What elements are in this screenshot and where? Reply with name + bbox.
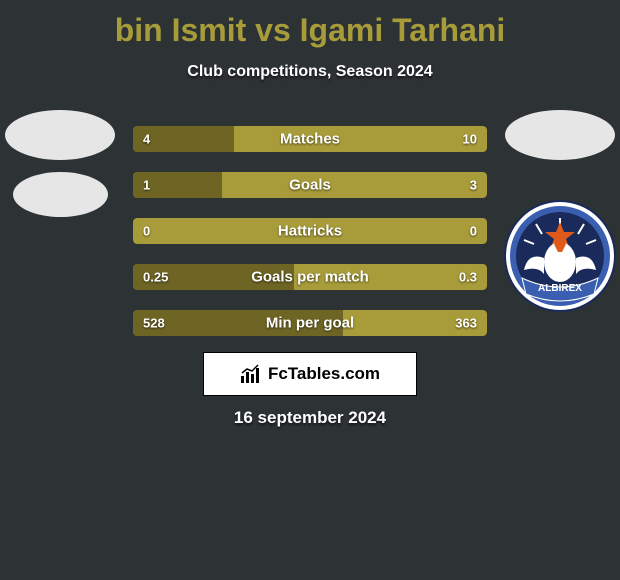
stat-row: 0Hattricks0 [133,218,487,244]
stat-row: 4Matches10 [133,126,487,152]
stat-value-right: 10 [463,132,477,147]
stat-label: Hattricks [133,223,487,240]
player-right-silhouette-1 [505,110,615,160]
stat-row: 1Goals3 [133,172,487,198]
badge-banner-text: ALBIREX [538,283,582,294]
stat-value-right: 363 [455,316,477,331]
stat-value-right: 3 [470,178,477,193]
page-subtitle: Club competitions, Season 2024 [0,63,620,81]
brand-chart-icon [240,364,262,384]
stat-label: Matches [133,131,487,148]
stat-label: Goals [133,177,487,194]
brand-box[interactable]: FcTables.com [203,352,417,396]
player-left-silhouette-2 [13,172,108,217]
player-right-column: ALBIREX [500,110,620,312]
stat-value-right: 0.3 [459,270,477,285]
stat-label: Goals per match [133,269,487,286]
page-title: bin Ismit vs Igami Tarhani [0,0,620,49]
player-left-silhouette-1 [5,110,115,160]
stat-row: 0.25Goals per match0.3 [133,264,487,290]
comparison-bars: 4Matches10 1Goals3 0Hattricks0 0.25Goals pe… [133,126,487,356]
brand-text: FcTables.com [268,364,380,384]
date-line: 16 september 2024 [0,408,620,428]
club-badge-svg: ALBIREX [504,200,616,312]
stat-row: 528Min per goal363 [133,310,487,336]
club-badge: ALBIREX [504,200,616,312]
stat-value-right: 0 [470,224,477,239]
player-left-column [0,110,120,229]
stat-label: Min per goal [133,315,487,332]
